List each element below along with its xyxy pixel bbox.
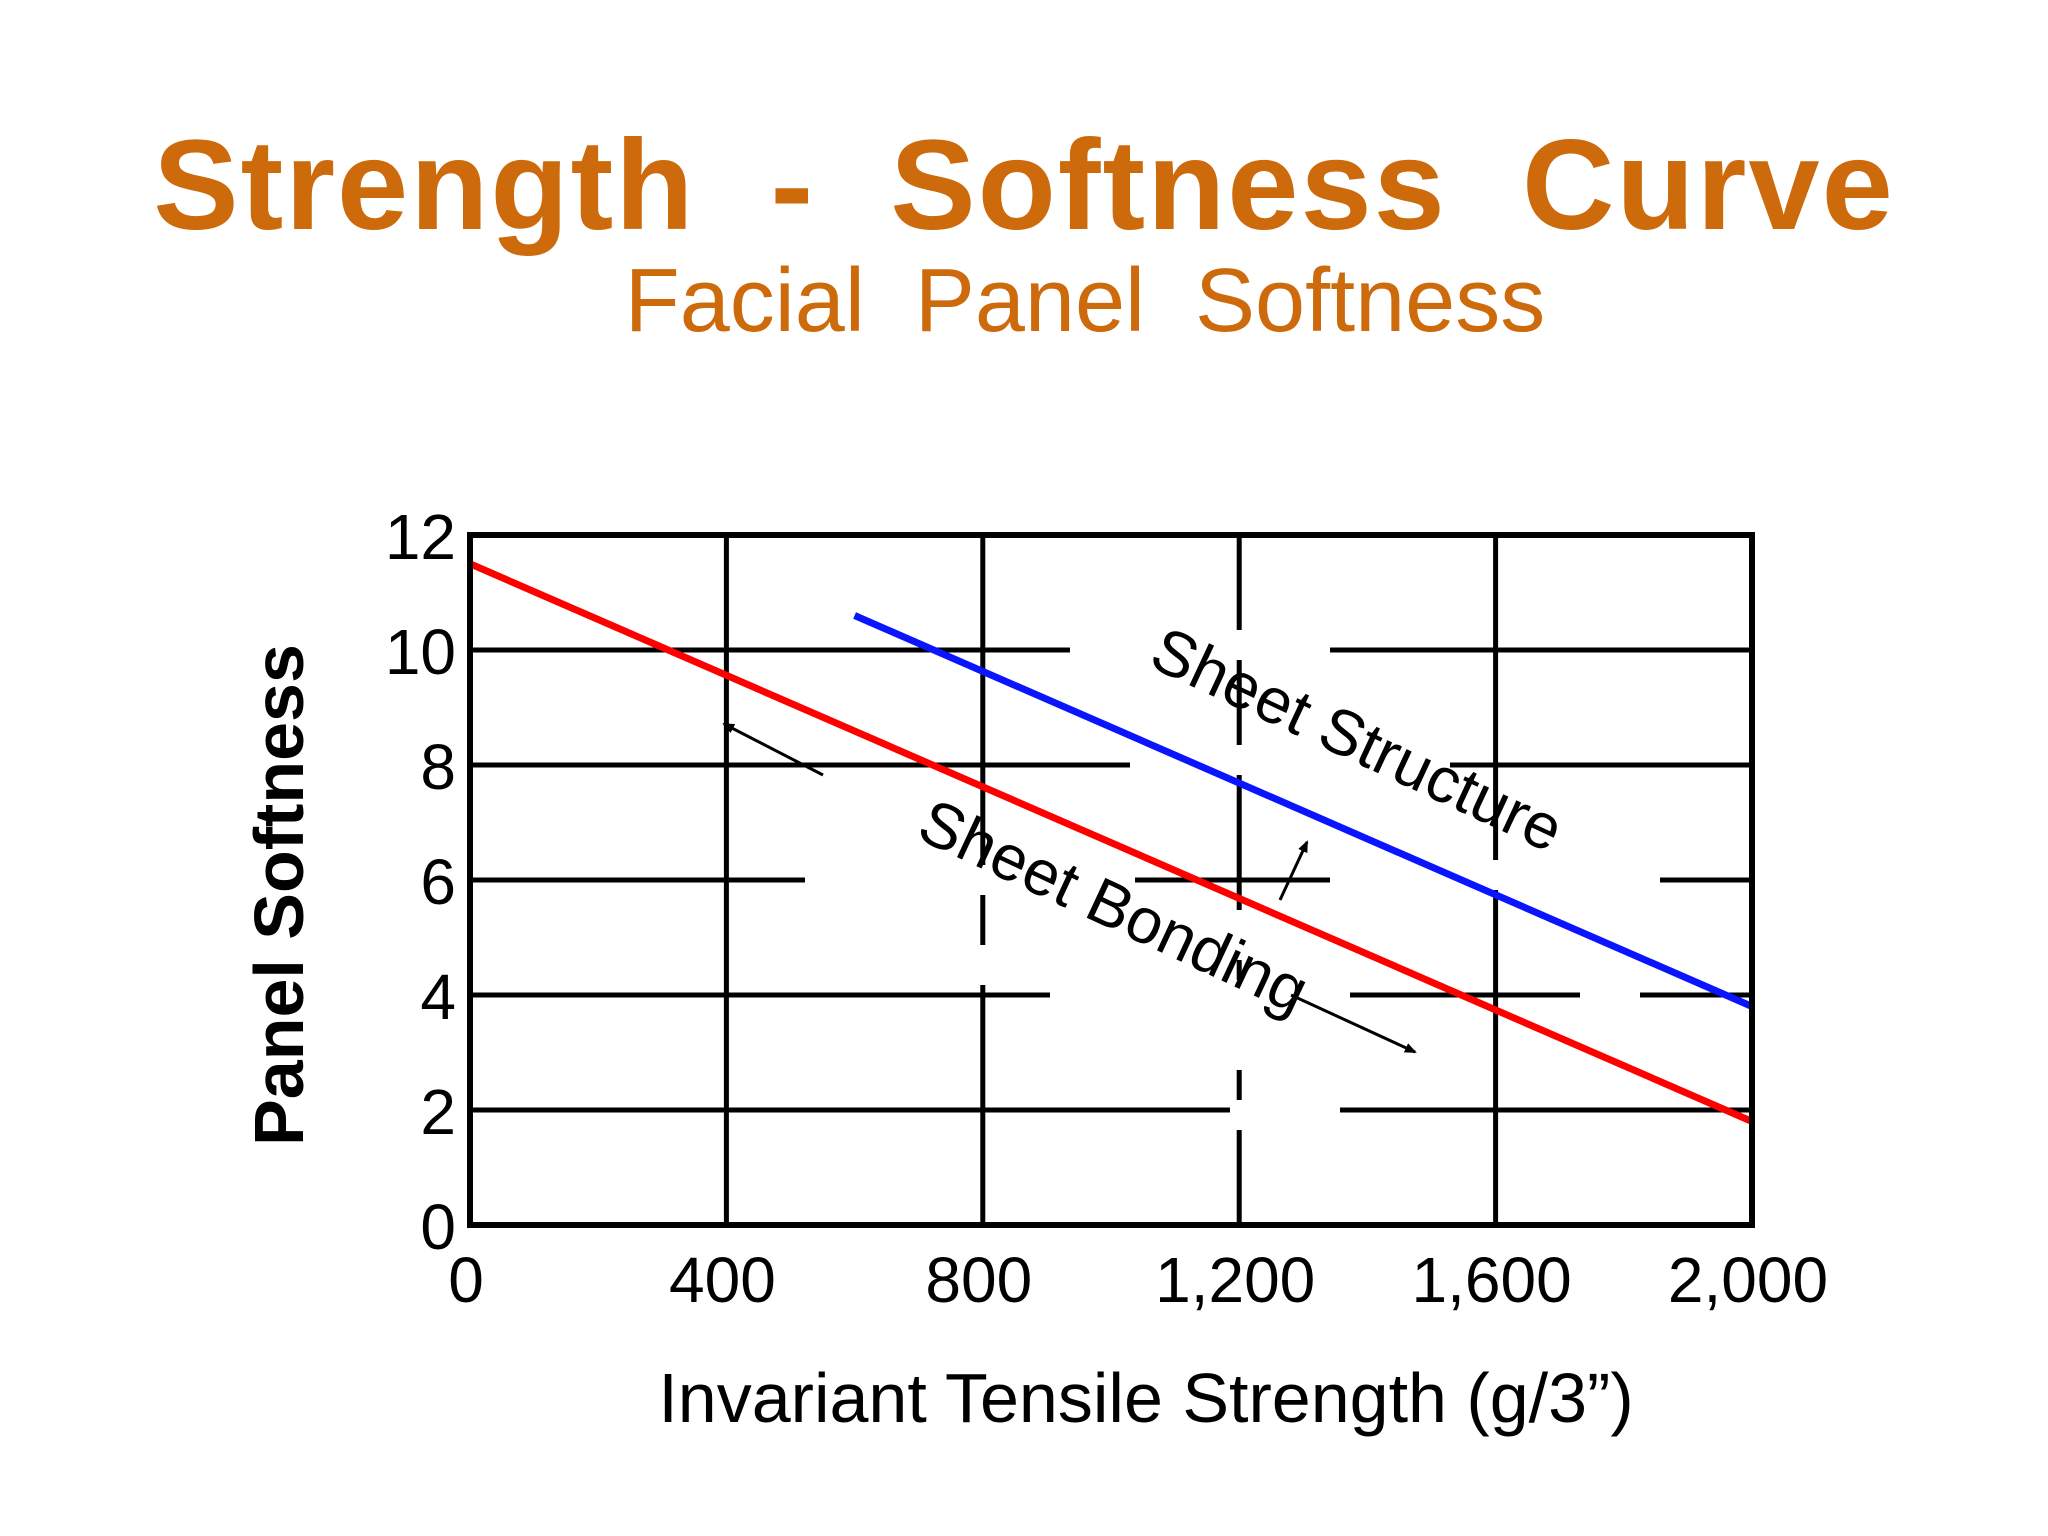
grid-gap	[1300, 1100, 1340, 1130]
y-tick-label: 4	[420, 961, 456, 1033]
arrow-up-left	[722, 722, 824, 777]
y-tick-label: 0	[420, 1191, 456, 1263]
x-tick-label: 1,200	[1155, 1244, 1315, 1316]
grid-gap	[1290, 980, 1350, 1010]
x-tick-label: 1,600	[1412, 1244, 1572, 1316]
plot-frame	[467, 532, 1755, 1228]
grid-gap	[965, 945, 995, 985]
axis-labels: Invariant Tensile Strength (g/3”) Panel S…	[240, 644, 1634, 1437]
x-tick-label: 2,000	[1668, 1244, 1828, 1316]
x-tick-label: 400	[669, 1244, 776, 1316]
slide-subtitle: Facial Panel Softness	[624, 251, 1546, 351]
slide-title: Strength - Softness Curve	[153, 114, 1895, 257]
arrow-down-right	[1290, 993, 1417, 1054]
grid-gap	[1335, 860, 1585, 890]
y-tick-label: 12	[385, 501, 456, 573]
y-tick-label: 2	[420, 1076, 456, 1148]
series-line-sheet-structure	[853, 612, 1754, 1010]
plot-border	[467, 532, 1755, 1228]
grid-gap	[1220, 910, 1250, 960]
grid-gap	[1070, 630, 1330, 660]
grid-gap	[1050, 980, 1300, 1010]
grid-gap	[1220, 1010, 1250, 1070]
tick-labels: 0 2 4 6 8 10 12 0 400 800 1,200 1,600 2,000	[385, 501, 1828, 1316]
arrow-up-right	[1278, 840, 1309, 901]
grid-gap	[1580, 980, 1640, 1010]
x-tick-label: 0	[448, 1244, 484, 1316]
y-tick-label: 10	[385, 616, 456, 688]
x-tick-label: 800	[925, 1244, 1032, 1316]
x-axis-label: Invariant Tensile Strength (g/3”)	[658, 1359, 1633, 1437]
series-line-sheet-bonding	[468, 560, 1754, 1125]
y-tick-label: 6	[420, 846, 456, 918]
grid-gap	[805, 865, 1135, 895]
y-axis-label: Panel Softness	[240, 644, 318, 1146]
y-tick-label: 8	[420, 731, 456, 803]
series-lines	[468, 560, 1754, 1125]
